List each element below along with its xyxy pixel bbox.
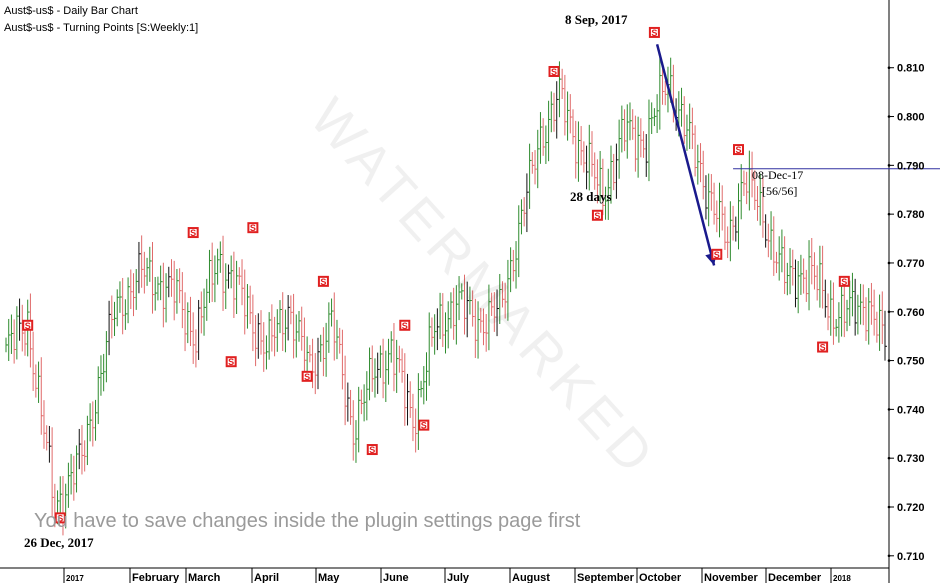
y-tick-label: 0.790 (897, 160, 925, 172)
y-tick-dot (887, 310, 891, 314)
turning-point-label: S (735, 145, 741, 155)
turning-point-marker-inner (24, 321, 32, 329)
hline-date-label: 08-Dec-17 (752, 168, 804, 182)
turning-point-label: S (190, 228, 196, 238)
y-tick-dot (887, 164, 891, 167)
y-axis: 0.810 0.800 0.790 0.780 0.770 0.760 0.750 0.740… (887, 63, 925, 563)
turning-point-marker-inner (303, 372, 311, 380)
x-tick-label: 2017 (66, 574, 84, 583)
x-tick-label: August (512, 572, 550, 583)
y-tick-label: 0.770 (897, 258, 925, 270)
y-tick-dot (887, 212, 891, 216)
turning-point-marker-inner (713, 250, 721, 258)
turning-point-marker-inner (227, 358, 235, 366)
turning-point-marker-inner (189, 229, 197, 237)
y-tick-dot (887, 66, 891, 70)
turning-point-marker-inner (550, 67, 558, 75)
turning-point-label: S (250, 223, 256, 233)
turning-point-label: S (369, 445, 375, 455)
turning-point-label: S (841, 277, 847, 287)
turning-point-label: S (651, 28, 657, 38)
y-tick-dot (887, 261, 891, 265)
turning-point-label: S (304, 372, 310, 382)
turning-point-label: S (714, 250, 720, 260)
watermark-text: WATERMARKED (298, 87, 668, 488)
x-tick-label: May (318, 572, 340, 583)
turning-point-marker-inner (735, 146, 742, 154)
x-axis: 2017 February March April May June July August S… (63, 568, 851, 583)
x-tick-label: April (254, 572, 279, 583)
y-tick-label: 0.780 (897, 209, 925, 221)
x-tick-label: 2018 (833, 574, 851, 583)
turning-point-label: S (25, 321, 31, 331)
y-tick-dot (887, 408, 891, 411)
y-tick-label: 0.810 (897, 63, 925, 75)
price-bars (5, 56, 887, 536)
turning-point-label: S (551, 67, 557, 77)
turning-point-label: S (421, 421, 427, 431)
y-tick-label: 0.710 (897, 551, 925, 563)
turning-point-label: S (57, 513, 63, 523)
y-tick-label: 0.720 (897, 502, 925, 514)
turning-point-label: S (820, 343, 826, 353)
y-tick-dot (887, 359, 891, 362)
y-tick-dot (887, 115, 891, 118)
turning-point-label: S (402, 321, 408, 331)
chart-subtitle: Aust$-us$ - Turning Points [S:Weekly:1] (4, 22, 199, 34)
turning-point-label: S (320, 277, 326, 287)
y-tick-label: 0.750 (897, 356, 925, 368)
x-tick-label: February (132, 572, 180, 583)
x-tick-label: November (704, 572, 759, 583)
x-tick-label: September (577, 572, 635, 583)
turning-point-marker-inner (819, 343, 827, 351)
turning-point-marker-inner (420, 421, 428, 429)
turning-point-marker-inner (650, 28, 658, 36)
y-tick-label: 0.800 (897, 112, 925, 124)
turning-point-marker-inner (593, 211, 601, 219)
peak-date-label: 8 Sep, 2017 (565, 12, 628, 27)
turning-point-marker-inner (368, 446, 376, 454)
turning-point-marker-inner (249, 224, 257, 232)
chart-title: Aust$-us$ - Daily Bar Chart (4, 5, 138, 17)
turning-point-label: S (594, 211, 600, 221)
turning-point-marker-inner (319, 277, 327, 285)
x-tick-label: June (383, 572, 409, 583)
turning-point-marker-inner (840, 277, 848, 285)
arrow-shaft (655, 43, 716, 266)
turning-point-marker-inner (401, 321, 409, 329)
y-tick-label: 0.760 (897, 307, 925, 319)
hline-count-label: [56/56] (762, 184, 798, 198)
trend-arrow (655, 43, 717, 266)
x-tick-label: October (639, 572, 682, 583)
low-date-label: 26 Dec, 2017 (24, 535, 94, 550)
y-tick-dot (887, 505, 891, 509)
arrow-duration-label: 28 days (570, 189, 612, 204)
x-tick-label: March (188, 572, 221, 583)
x-tick-label: December (768, 572, 822, 583)
y-tick-label: 0.730 (897, 453, 925, 465)
turning-point-marker-inner (56, 514, 64, 522)
turning-point-markers: S S S S S S S S S S S S S S S S S (22, 26, 850, 524)
x-tick-label: July (447, 572, 470, 583)
y-tick-label: 0.740 (897, 404, 925, 416)
plugin-notice: You have to save changes inside the plug… (34, 510, 581, 532)
y-tick-dot (887, 554, 891, 558)
y-tick-dot (887, 456, 891, 460)
turning-point-label: S (228, 357, 234, 367)
